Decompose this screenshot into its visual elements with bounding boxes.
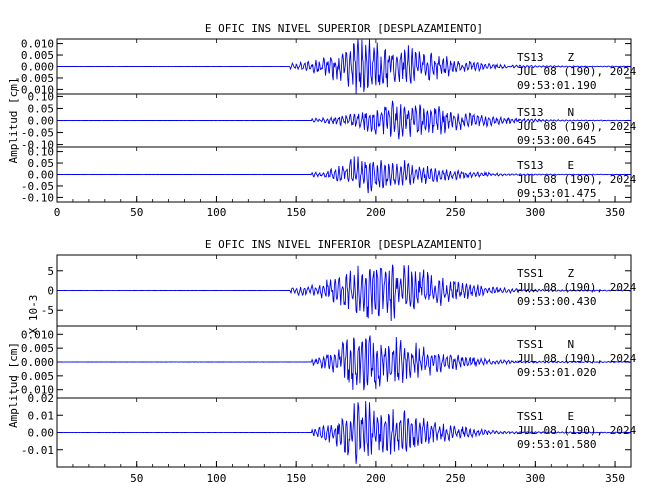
station-label: TS13 Z <box>517 51 575 64</box>
station-label: TSS1 E <box>517 410 574 423</box>
panel-superior: E OFIC INS NIVEL SUPERIOR [DESPLAZAMIENT… <box>7 22 637 219</box>
station-name: TS13 <box>517 159 544 172</box>
x-tick-label: 250 <box>446 472 466 485</box>
y-tick-label: 0.05 <box>28 157 55 170</box>
y-tick-label: 0.010 <box>21 328 54 341</box>
date-label: JUL 08 (190), 2024 <box>517 352 637 365</box>
date-label: JUL 08 (190), 2024 <box>517 65 637 78</box>
x-tick-label: 150 <box>286 206 306 219</box>
y-tick-label: 0.02 <box>28 392 55 405</box>
y-tick-label: 0.00 <box>28 169 55 182</box>
y-tick-label: -0.010 <box>14 83 54 96</box>
y-tick-label: -0.005 <box>14 370 54 383</box>
y-tick-label: 0.005 <box>21 342 54 355</box>
x-tick-label: 300 <box>525 472 545 485</box>
y-tick-label: -0.10 <box>21 139 54 152</box>
y-tick-label: 0.000 <box>21 356 54 369</box>
date-label: JUL 08 (190), 2024 <box>517 424 637 437</box>
y-axis-label: Amplitud [cm] <box>7 342 20 428</box>
station-label: TS13 N <box>517 106 574 119</box>
station-name: TSS1 <box>517 267 544 280</box>
y-tick-label: -5 <box>41 304 54 317</box>
x-tick-label: 350 <box>605 472 625 485</box>
component-name: E <box>568 410 575 423</box>
waveform-line <box>56 335 632 391</box>
y-tick-label: 0.05 <box>28 102 55 115</box>
y-tick-label: 0.10 <box>28 90 55 103</box>
x-tick-label: 200 <box>366 206 386 219</box>
time-label: 09:53:01.475 <box>517 187 596 200</box>
y-tick-label: -0.010 <box>14 384 54 397</box>
time-label: 09:53:01.580 <box>517 438 596 451</box>
x-tick-label: 50 <box>130 472 143 485</box>
station-name: TSS1 <box>517 338 544 351</box>
panel-title: E OFIC INS NIVEL SUPERIOR [DESPLAZAMIENT… <box>205 22 483 35</box>
x-tick-label: 0 <box>54 206 61 219</box>
x-tick-label: 100 <box>207 206 227 219</box>
time-label: 09:53:00.430 <box>517 295 596 308</box>
x-tick-label: 150 <box>286 472 306 485</box>
component-name: Z <box>568 51 575 64</box>
y-tick-label: -0.01 <box>21 444 54 457</box>
station-label: TS13 E <box>517 159 574 172</box>
waveform-line <box>56 264 632 322</box>
y-tick-label: 0 <box>47 285 54 298</box>
date-label: JUL 08 (190), 2024 <box>517 281 637 294</box>
y-tick-label: 0.00 <box>28 427 55 440</box>
y-tick-label: -0.05 <box>21 180 54 193</box>
panel-inferior: E OFIC INS NIVEL INFERIOR [DESPLAZAMIENT… <box>7 238 637 485</box>
y-axis-label: Amplitud [cm] <box>7 77 20 163</box>
y-tick-label: 0.000 <box>21 61 54 74</box>
station-name: TSS1 <box>517 410 544 423</box>
y-tick-label: 5 <box>47 265 54 278</box>
x-tick-label: 250 <box>446 206 466 219</box>
x-tick-label: 350 <box>605 206 625 219</box>
waveform-line <box>57 38 632 94</box>
scale-label: X 10-3 <box>27 295 40 335</box>
y-tick-label: -0.10 <box>21 191 54 204</box>
waveform-line <box>57 156 632 194</box>
station-name: TS13 <box>517 106 544 119</box>
y-tick-label: -0.05 <box>21 127 54 140</box>
time-label: 09:53:01.020 <box>517 366 596 379</box>
component-name: Z <box>568 267 575 280</box>
y-tick-label: 0.01 <box>28 409 55 422</box>
station-name: TS13 <box>517 51 544 64</box>
y-tick-label: -0.005 <box>14 72 54 85</box>
station-label: TSS1 Z <box>517 267 575 280</box>
y-tick-label: 0.00 <box>28 115 55 128</box>
component-name: N <box>568 338 575 351</box>
x-tick-label: 300 <box>525 206 545 219</box>
y-tick-label: 0.010 <box>21 38 54 51</box>
time-label: 09:53:00.645 <box>517 134 596 147</box>
x-tick-label: 50 <box>130 206 143 219</box>
panel-title: E OFIC INS NIVEL INFERIOR [DESPLAZAMIENT… <box>205 238 483 251</box>
y-tick-label: 0.10 <box>28 146 55 159</box>
waveform-line <box>57 401 632 464</box>
x-tick-label: 100 <box>207 472 227 485</box>
component-name: E <box>568 159 575 172</box>
x-tick-label: 200 <box>366 472 386 485</box>
y-tick-label: 0.005 <box>21 49 54 62</box>
station-label: TSS1 N <box>517 338 574 351</box>
waveform-line <box>56 100 632 140</box>
time-label: 09:53:01.190 <box>517 79 596 92</box>
date-label: JUL 08 (190), 2024 <box>517 120 637 133</box>
date-label: JUL 08 (190), 2024 <box>517 173 637 186</box>
component-name: N <box>568 106 575 119</box>
